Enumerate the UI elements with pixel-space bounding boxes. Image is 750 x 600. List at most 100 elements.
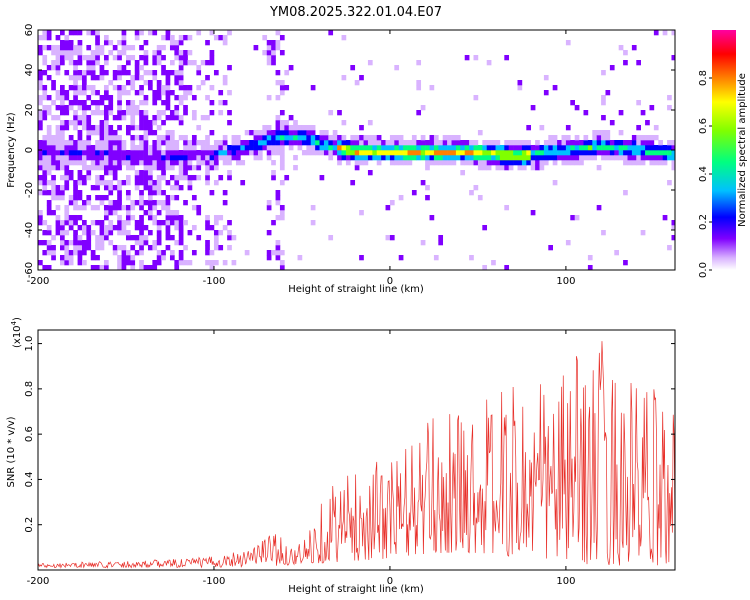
spectrogram-cell — [297, 145, 303, 151]
spectrogram-cell — [121, 30, 127, 36]
spectrogram-cell — [143, 60, 149, 66]
spectrogram-cell — [640, 160, 646, 166]
spectrogram-cell — [174, 240, 180, 246]
spectrogram-cell — [134, 155, 140, 161]
spectrogram-cell — [178, 225, 184, 231]
spectrogram-cell — [433, 140, 439, 146]
spectrogram-cell — [257, 150, 263, 156]
spectrogram-cell — [191, 150, 197, 156]
spectrogram-cell — [143, 135, 149, 141]
spectrogram-cell — [178, 235, 184, 241]
spectrogram-cell — [86, 240, 92, 246]
spectrogram-cell — [108, 180, 114, 186]
spectrogram-cell — [139, 160, 144, 166]
spectrogram-cell — [60, 175, 65, 181]
spectrogram-cell — [279, 160, 285, 166]
spectrogram-cell — [121, 250, 127, 256]
spectrogram-cell — [667, 180, 672, 186]
spectrogram-cell — [266, 140, 272, 146]
spectrogram-cell — [372, 140, 378, 146]
spectrogram-cell — [187, 160, 193, 166]
spectrogram-cell — [662, 215, 668, 221]
spectrogram-cell — [583, 145, 589, 151]
spectrogram-cell — [187, 155, 193, 161]
spectrogram-cell — [640, 110, 646, 116]
spectrogram-cell — [117, 40, 122, 46]
spectrogram-cell — [279, 150, 285, 156]
spectrogram-cell — [354, 80, 360, 86]
spectrogram-cell — [209, 190, 215, 196]
spectrogram-cell — [381, 155, 386, 161]
spectrogram-cell — [200, 155, 206, 161]
spectrogram-cell — [103, 205, 109, 211]
spectrogram-cell — [165, 75, 171, 81]
spectrogram-cell — [416, 140, 422, 146]
spectrogram-cell — [169, 40, 175, 46]
spectrogram-cell — [178, 220, 184, 226]
spectrogram-cell — [68, 45, 74, 51]
spectrogram-cell — [328, 110, 334, 116]
spectrogram-cell — [359, 150, 364, 156]
spectrogram-cell — [209, 60, 215, 66]
spectrogram-cell — [213, 260, 219, 266]
spectrogram-cell — [161, 165, 166, 171]
spectrogram-cell — [310, 135, 316, 141]
spectrogram-cell — [227, 170, 232, 176]
spectrogram-cell — [174, 50, 180, 56]
spectrogram-cell — [337, 160, 342, 166]
spectrogram-cell — [183, 155, 188, 161]
spectrogram-cell — [583, 110, 589, 116]
spectrogram-cell — [592, 135, 597, 141]
spectrogram-cell — [183, 200, 188, 206]
spectrogram-cell — [486, 145, 492, 151]
spectrogram-cell — [161, 205, 166, 211]
spectrogram-cell — [165, 100, 171, 106]
spectrogram-cell — [279, 155, 285, 161]
spectrogram-cell — [227, 90, 232, 96]
spectrogram-cell — [337, 135, 342, 141]
spectrogram-cell — [143, 155, 149, 161]
spectrogram-cell — [209, 165, 215, 171]
spectrogram-cell — [565, 140, 571, 146]
spectrogram-cell — [68, 40, 74, 46]
spectrogram-cell — [38, 240, 43, 246]
spectrogram-cell — [337, 145, 342, 151]
spectrogram-cell — [134, 145, 140, 151]
spectrogram-cell — [218, 90, 224, 96]
spectrogram-cell — [174, 145, 180, 151]
spectrogram-cell — [108, 105, 114, 111]
spectrogram-cell — [147, 120, 153, 126]
spectrogram-cell — [429, 155, 435, 161]
spectrogram-cell — [152, 220, 158, 226]
spectrogram-cell — [504, 205, 510, 211]
spectrogram-cell — [134, 240, 140, 246]
spectrogram-cell — [139, 190, 144, 196]
spectrogram-cell — [95, 50, 100, 56]
spectrogram-cell — [125, 90, 131, 96]
spectrogram-cell — [451, 160, 457, 166]
spectrogram-cell — [38, 80, 43, 86]
spectrogram-cell — [205, 60, 210, 66]
spectrogram-cell — [447, 145, 452, 151]
spectrogram-cell — [196, 125, 202, 131]
spectrogram-cell — [486, 150, 492, 156]
spectrogram-cell — [477, 150, 483, 156]
snr-y-tick-label: 1.0 — [24, 336, 35, 352]
spectrogram-cell — [601, 145, 606, 151]
spectrogram-cell — [183, 50, 188, 56]
spectrogram-cell — [279, 50, 285, 56]
spectrogram-cell — [51, 50, 56, 56]
spectrogram-cell — [266, 60, 272, 66]
spectrogram-cell — [587, 265, 593, 270]
spectrogram-cell — [38, 120, 43, 126]
spectrogram-cell — [60, 120, 65, 126]
spectrogram-cell — [130, 145, 136, 151]
spectrogram-cell — [81, 160, 87, 166]
spectrogram-cell — [125, 80, 131, 86]
spectrogram-cell — [77, 255, 83, 261]
spectrogram-cell — [86, 30, 92, 36]
spectrogram-cell — [389, 140, 395, 146]
spectrogram-cell — [561, 160, 567, 166]
spectrogram-cell — [60, 155, 65, 161]
